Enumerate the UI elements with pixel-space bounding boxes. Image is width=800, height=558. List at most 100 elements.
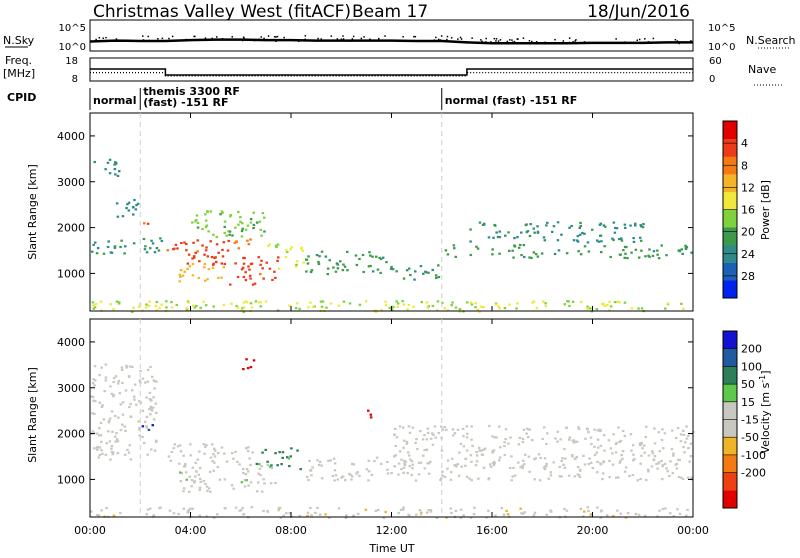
range-gate-cell (247, 470, 250, 473)
range-gate-cell (239, 216, 242, 219)
range-gate-cell (431, 268, 435, 272)
range-gate-cell (367, 479, 370, 482)
noise-search-point (369, 38, 371, 40)
range-gate-cell (656, 253, 659, 256)
range-gate-cell (412, 305, 415, 308)
range-gate-cell (107, 421, 111, 424)
range-gate-cell (634, 248, 638, 251)
range-gate-cell (602, 224, 606, 227)
range-gate-cell (612, 238, 615, 242)
nsearch-tick-high: 10^5 (708, 23, 735, 34)
range-gate-cell (417, 473, 421, 476)
range-gate-cell (209, 490, 212, 493)
range-gate-cell (242, 301, 246, 304)
range-gate-cell (129, 402, 132, 406)
range-gate-cell (150, 408, 153, 411)
range-gate-cell (456, 428, 460, 431)
range-gate-cell (589, 513, 593, 516)
range-gate-cell (124, 429, 127, 432)
noise-search-point (531, 40, 533, 43)
noise-search-point (636, 39, 638, 41)
range-gate-cell (102, 418, 106, 421)
range-gate-cell (104, 376, 108, 379)
range-gate-cell (454, 306, 458, 309)
range-gate-cell (423, 449, 426, 452)
range-gate-cell (615, 476, 618, 479)
range-gate-cell (620, 454, 623, 457)
range-gate-cell (245, 468, 249, 471)
noise-search-point (276, 35, 279, 38)
range-gate-cell (597, 240, 601, 243)
noise-search-point (674, 39, 677, 41)
range-gate-cell (198, 450, 201, 453)
range-gate-cell (195, 214, 199, 217)
range-gate-cell (402, 446, 405, 449)
range-gate-cell (437, 264, 440, 267)
range-gate-cell (93, 306, 97, 309)
range-gate-cell (198, 514, 202, 517)
range-gate-cell (94, 400, 97, 403)
range-gate-cell (469, 240, 472, 243)
range-gate-cell (148, 391, 152, 394)
noise-search-point (480, 39, 482, 41)
range-gate-cell (92, 304, 95, 307)
range-gate-cell (270, 467, 274, 470)
range-gate-cell (223, 220, 227, 223)
range-gate-cell (120, 366, 124, 369)
range-gate-cell (99, 421, 103, 424)
range-gate-cell (591, 228, 594, 231)
range-gate-cell (470, 479, 473, 482)
range-gate-cell (307, 479, 310, 482)
range-gate-cell (104, 168, 107, 171)
noise-search-point (623, 41, 626, 43)
range-gate-cell (92, 382, 95, 385)
range-gate-cell (531, 301, 534, 304)
range-gate-cell (356, 512, 360, 515)
range-gate-cell (528, 428, 532, 431)
range-gate-cell (517, 443, 521, 446)
range-gate-cell (129, 458, 133, 461)
range-gate-cell (189, 443, 192, 446)
range-gate-cell (230, 452, 234, 455)
range-gate-cell (419, 461, 423, 464)
range-gate-cell (222, 241, 226, 244)
range-gate-cell (138, 400, 141, 403)
range-gate-cell (258, 467, 262, 470)
range-gate-cell (583, 463, 587, 466)
range-gate-cell (637, 307, 640, 310)
range-gate-cell (100, 509, 103, 512)
range-gate-cell (96, 513, 99, 517)
range-gate-cell (504, 234, 507, 237)
range-gate-cell (223, 478, 227, 481)
range-gate-cell (407, 451, 410, 454)
range-gate-cell (685, 437, 689, 440)
range-gate-cell (148, 300, 151, 303)
range-gate-cell (450, 471, 453, 474)
range-gate-cell (236, 275, 240, 279)
noise-search-point (615, 38, 617, 40)
range-gate-cell (502, 513, 506, 516)
noise-search-point (273, 36, 276, 38)
range-gate-cell (274, 244, 278, 247)
range-gate-cell (259, 273, 262, 276)
range-gate-cell (211, 266, 215, 269)
range-gate-cell (274, 276, 277, 279)
range-gate-cell (242, 306, 246, 309)
range-gate-cell (100, 449, 103, 452)
range-gate-cell (252, 359, 256, 362)
range-gate-cell (624, 466, 628, 469)
cpid-label: CPID (7, 91, 36, 104)
range-gate-cell (474, 464, 478, 467)
range-gate-cell (187, 301, 191, 304)
range-gate-cell (109, 303, 113, 306)
range-gate-cell (465, 436, 469, 439)
range-gate-cell (144, 381, 147, 384)
range-gate-cell (110, 444, 114, 448)
range-gate-cell (414, 441, 417, 444)
range-gate-cell (566, 300, 569, 303)
range-gate-cell (117, 302, 121, 305)
range-gate-cell (585, 427, 589, 430)
range-gate-cell (151, 242, 155, 245)
colorbar-tick-label: -100 (741, 449, 766, 462)
range-gate-cell (247, 446, 250, 449)
